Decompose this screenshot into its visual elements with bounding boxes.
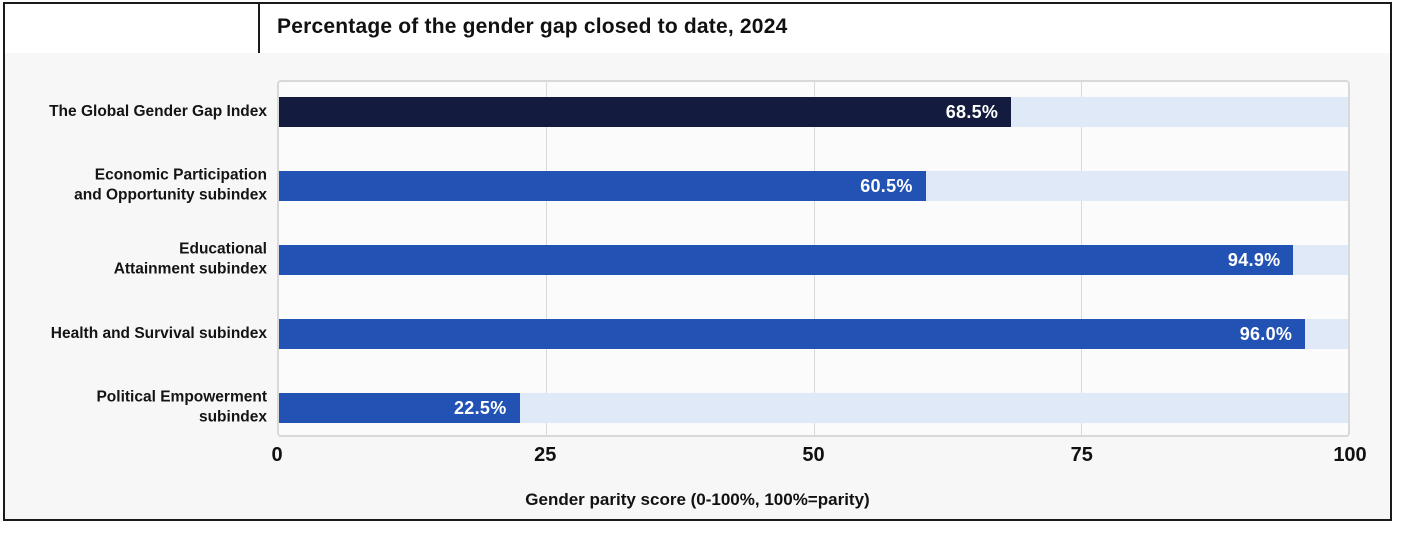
bar: 60.5% [279, 171, 926, 201]
bar-value-label: 22.5% [453, 397, 507, 418]
category-label: Educational Attainment subindex [113, 240, 267, 278]
plot-area: 68.5% 60.5% 94.9% 96.0% 22.5% [277, 80, 1350, 437]
bar: 96.0% [279, 319, 1306, 349]
bar-value-label: 96.0% [1239, 323, 1293, 344]
bar: 94.9% [279, 245, 1294, 275]
bar: 68.5% [279, 97, 1012, 127]
x-tick-label: 100 [1333, 444, 1367, 466]
x-axis-title: Gender parity score (0-100%, 100%=parity… [525, 490, 870, 509]
bar-value-label: 68.5% [945, 101, 999, 122]
title-divider [258, 4, 260, 53]
x-axis: 0 25 50 75 100 [271, 444, 1366, 472]
category-label: Health and Survival subindex [50, 324, 267, 342]
bar-track: 60.5% [279, 171, 1348, 201]
bar-track: 22.5% [279, 393, 1348, 423]
category-label: The Global Gender Gap Index [49, 102, 267, 120]
x-tick-label: 75 [1070, 444, 1093, 466]
chart-frame: Percentage of the gender gap closed to d… [3, 2, 1392, 521]
category-label: Economic Participation and Opportunity s… [74, 166, 267, 204]
bar-track: 68.5% [279, 97, 1348, 127]
bar-track: 96.0% [279, 319, 1348, 349]
title-band [5, 4, 1390, 53]
x-tick-label: 50 [802, 444, 825, 466]
bar-value-label: 60.5% [860, 175, 913, 196]
x-tick-label: 0 [271, 444, 283, 466]
category-label: Political Empowerment subindex [96, 388, 267, 426]
x-tick-label: 25 [534, 444, 557, 466]
bar: 22.5% [279, 393, 520, 423]
chart-title: Percentage of the gender gap closed to d… [277, 15, 788, 38]
bar-track: 94.9% [279, 245, 1348, 275]
bar-value-label: 94.9% [1227, 249, 1281, 270]
